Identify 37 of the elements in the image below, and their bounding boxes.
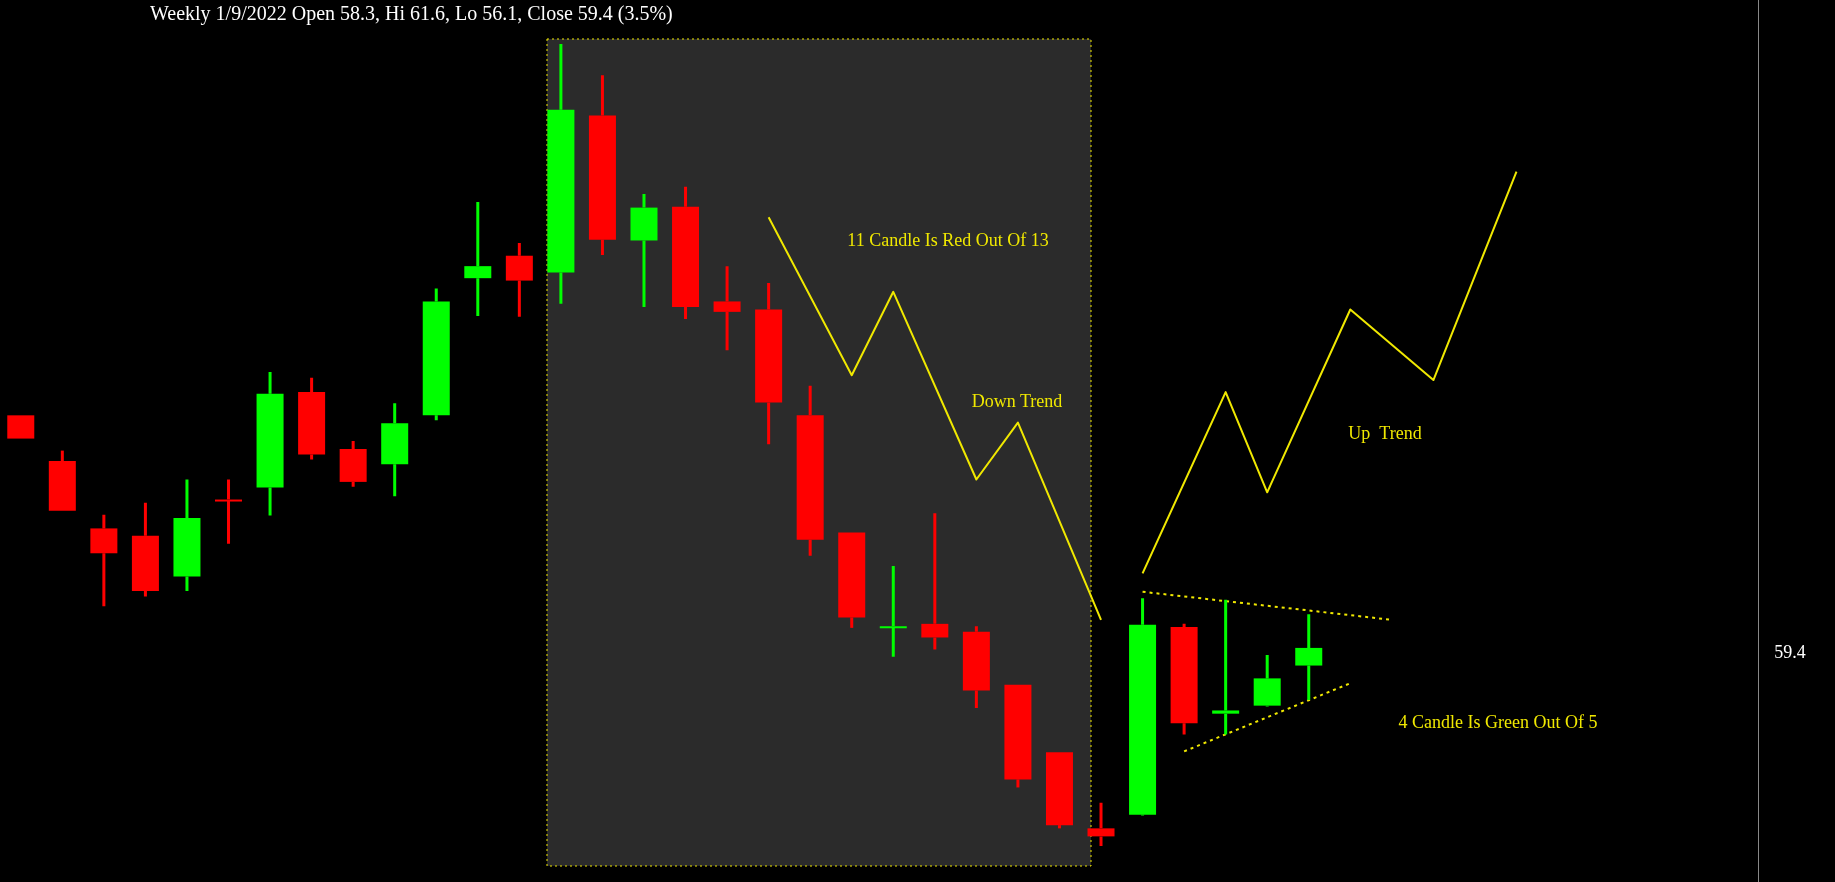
annotation: 4 Candle Is Green Out Of 5 <box>1398 711 1598 733</box>
candlestick <box>422 288 450 421</box>
candlestick <box>713 266 741 351</box>
candlestick <box>1295 614 1323 701</box>
candlestick <box>879 566 907 657</box>
candlestick <box>1087 802 1115 846</box>
candlestick <box>1004 684 1032 788</box>
candlestick <box>256 372 284 516</box>
candlestick <box>464 201 492 316</box>
annotation: Down Trend <box>971 390 1063 412</box>
candlestick <box>672 186 700 320</box>
candlestick <box>838 532 866 628</box>
candlestick <box>173 479 201 591</box>
candlestick <box>90 514 118 607</box>
candlestick <box>588 75 616 255</box>
candlestick <box>215 479 243 544</box>
candlestick <box>1129 598 1157 815</box>
candlestick <box>298 377 326 460</box>
candlestick <box>547 44 575 304</box>
candlestick <box>381 403 409 497</box>
candlestick <box>1170 623 1198 735</box>
candlestick <box>755 283 783 445</box>
candlestick <box>921 513 949 650</box>
candlestick <box>796 385 824 556</box>
chart-title: Weekly 1/9/2022 Open 58.3, Hi 61.6, Lo 56.1, Close 59.4 (3.5%) <box>150 2 673 25</box>
candlestick <box>339 440 367 487</box>
text: 59.4 <box>1774 641 1806 663</box>
candlestick <box>48 450 76 511</box>
candlestick <box>505 242 533 317</box>
candlestick <box>131 502 159 597</box>
annotation: 11 Candle Is Red Out Of 13 <box>847 229 1049 251</box>
annotation: Up Trend <box>1348 422 1422 444</box>
candlestick <box>1253 655 1281 706</box>
candlestick <box>1212 599 1240 735</box>
candlestick <box>630 193 658 308</box>
candlestick <box>962 626 990 709</box>
candlestick <box>1045 752 1073 829</box>
